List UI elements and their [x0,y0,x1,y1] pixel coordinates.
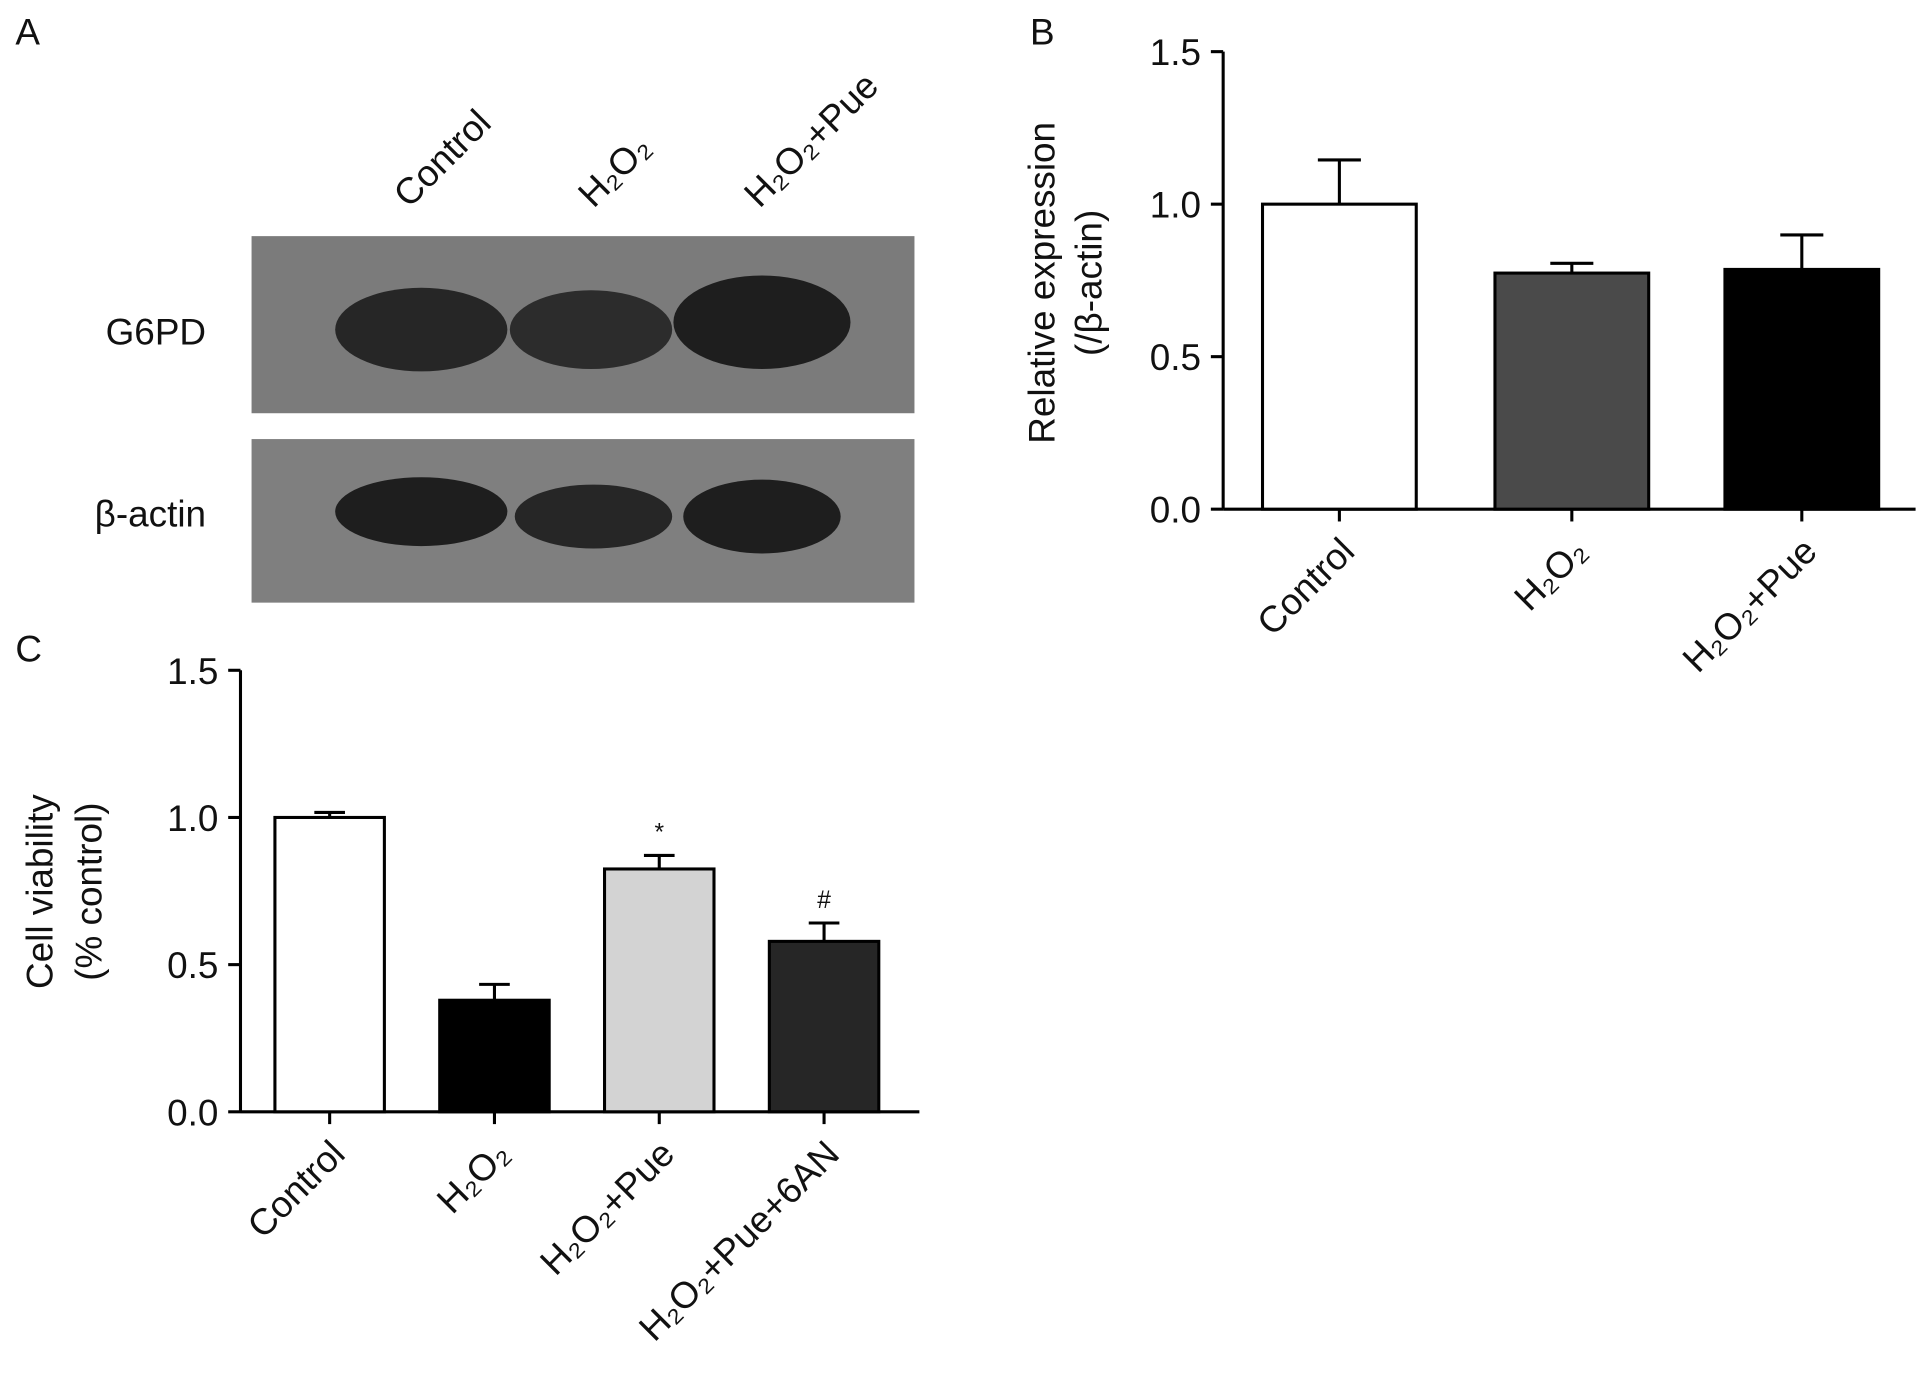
panel-label: C [15,629,42,670]
bar [1493,271,1651,511]
band [673,275,851,369]
x-tick-label: H₂O₂+Pue [532,1133,682,1283]
y-axis-label: Relative expression [1022,122,1063,444]
bar [767,939,881,1114]
bar [1260,202,1418,511]
y-axis-label: (/β-actin) [1068,210,1109,356]
y-tick-label: 1.5 [1150,32,1201,73]
bar [602,867,716,1114]
band [335,477,508,547]
bar [1723,267,1881,511]
bar [438,998,551,1114]
y-tick-label: 0.0 [1150,490,1201,531]
lane-label: H₂O₂+Pue [736,65,886,215]
annotation: # [817,887,831,914]
y-tick-label: 1.0 [1150,185,1201,226]
panel-label: A [15,11,40,52]
band [335,287,508,372]
y-axis-label: Cell viability [19,794,60,989]
y-tick-label: 0.5 [1150,337,1201,378]
band [683,479,841,554]
x-tick-label: Control [239,1133,352,1246]
annotation: * [654,820,664,847]
y-tick-label: 1.5 [167,651,218,692]
lane-label: H₂O₂ [570,126,658,214]
lane-label: Control [386,102,499,215]
x-tick-label: H₂O₂ [429,1133,517,1221]
y-tick-label: 0.0 [167,1092,218,1133]
bar [273,815,386,1114]
row-label: G6PD [106,311,206,352]
blot: G6PD β-actin Control H₂O₂ H₂O₂+Pue [95,65,915,603]
x-tick-label: H₂O₂ [1506,530,1594,618]
band [509,290,673,369]
row-label: β-actin [95,493,206,534]
y-tick-label: 0.5 [167,945,218,986]
panel-label: B [1030,11,1055,52]
y-tick-label: 1.0 [167,798,218,839]
y-axis-label: (% control) [69,803,110,981]
x-tick-label: H₂O₂+Pue [1675,530,1825,680]
band [514,484,673,549]
x-tick-label: Control [1249,530,1362,643]
